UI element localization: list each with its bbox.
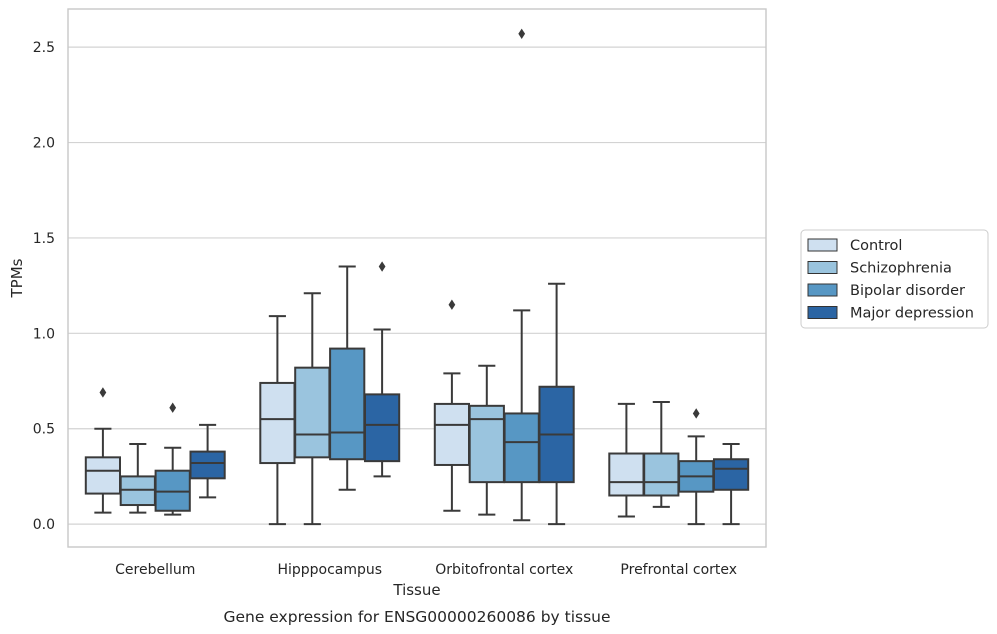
y-tick-label: 1.0 bbox=[33, 326, 55, 342]
box-iqr bbox=[84, 456, 122, 495]
y-axis-title: TPMs bbox=[8, 258, 26, 298]
box-control bbox=[433, 299, 471, 512]
legend-swatch bbox=[807, 306, 838, 319]
box-schizophrenia bbox=[119, 442, 156, 514]
box-iqr bbox=[643, 452, 680, 497]
box-bipolar-disorder bbox=[503, 28, 540, 522]
legend-swatch bbox=[807, 261, 838, 274]
box-iqr bbox=[189, 450, 226, 480]
outlier-marker bbox=[518, 28, 526, 39]
box-schizophrenia bbox=[294, 292, 331, 526]
box-bipolar-disorder bbox=[678, 408, 715, 526]
box-iqr bbox=[608, 452, 645, 497]
box-iqr bbox=[294, 366, 331, 459]
box-major-depression bbox=[363, 261, 401, 478]
outlier-marker bbox=[169, 402, 177, 413]
y-tick-label: 0.0 bbox=[33, 517, 55, 533]
legend-label: Schizophrenia bbox=[850, 261, 952, 277]
x-tick-label: Orbitofrontal cortex bbox=[435, 562, 573, 578]
box-iqr bbox=[712, 458, 750, 491]
x-tick-label: Hipppocampus bbox=[277, 562, 382, 578]
y-tick-label: 2.5 bbox=[33, 40, 55, 56]
legend-frame bbox=[800, 229, 989, 329]
chart-caption: Gene expression for ENSG00000260086 by t… bbox=[223, 608, 610, 626]
gridlines bbox=[68, 46, 766, 525]
box-iqr bbox=[468, 404, 505, 484]
box-major-depression bbox=[538, 282, 575, 526]
legend-label: Control bbox=[850, 238, 902, 254]
box-iqr bbox=[259, 381, 296, 465]
y-tick-labels: 0.0 0.5 1.0 1.5 2.0 2.5 bbox=[33, 40, 55, 533]
box-bipolar-disorder bbox=[329, 265, 366, 491]
box-bipolar-disorder bbox=[154, 402, 191, 516]
x-axis-title: Tissue bbox=[392, 581, 440, 599]
outlier-marker bbox=[378, 261, 386, 272]
legend-label: Bipolar disorder bbox=[850, 283, 965, 299]
legend-label: Major depression bbox=[850, 306, 974, 322]
y-tick-label: 1.5 bbox=[33, 231, 55, 247]
box-iqr bbox=[503, 412, 540, 484]
box-schizophrenia bbox=[643, 401, 680, 508]
y-tick-label: 0.5 bbox=[33, 422, 55, 438]
box-control bbox=[84, 387, 122, 514]
box-major-depression bbox=[189, 423, 226, 499]
x-tick-labels: Cerebellum Hipppocampus Orbitofrontal cort… bbox=[115, 562, 737, 578]
outlier-marker bbox=[448, 299, 456, 310]
box-schizophrenia bbox=[468, 364, 505, 516]
box-control bbox=[259, 315, 296, 526]
legend-swatch bbox=[807, 238, 838, 252]
box-iqr bbox=[363, 393, 401, 463]
x-tick-label: Cerebellum bbox=[115, 562, 195, 578]
box-major-depression bbox=[712, 442, 750, 526]
x-tick-label: Prefrontal cortex bbox=[620, 562, 737, 578]
legend: Control Schizophrenia Bipolar disorder Majo… bbox=[800, 229, 989, 329]
box-iqr bbox=[329, 347, 366, 461]
plot-frame bbox=[67, 8, 767, 548]
box-control bbox=[608, 402, 645, 518]
y-tick-label: 2.0 bbox=[33, 136, 55, 152]
outlier-marker bbox=[99, 387, 107, 398]
legend-swatch bbox=[807, 283, 838, 297]
box-iqr bbox=[433, 402, 471, 466]
box-series bbox=[84, 28, 750, 526]
outlier-marker bbox=[692, 408, 700, 419]
